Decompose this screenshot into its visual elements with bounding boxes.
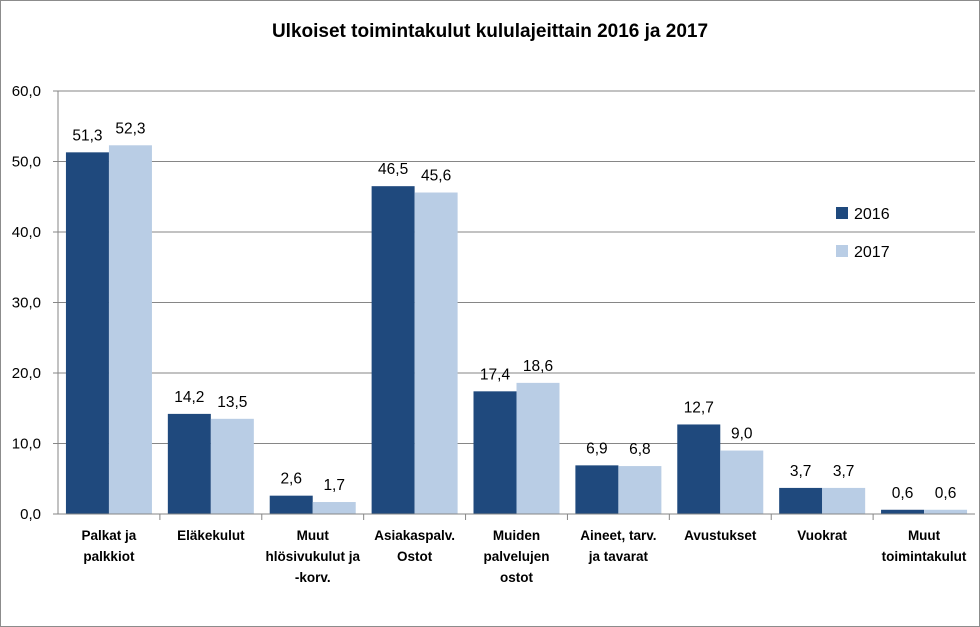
data-label: 12,7 xyxy=(684,399,714,416)
y-tick-label: 50,0 xyxy=(12,154,41,171)
data-label: 2,6 xyxy=(280,471,302,488)
y-tick-label: 30,0 xyxy=(12,295,41,312)
bar-2016-5 xyxy=(575,465,619,514)
x-category-label: Muut hlösivukulut ja -korv. xyxy=(265,528,360,585)
bar-2017-8 xyxy=(924,509,968,514)
data-label: 6,9 xyxy=(586,440,608,457)
y-tick-label: 10,0 xyxy=(12,436,41,453)
x-category-label: Muiden palvelujen ostot xyxy=(483,528,549,585)
data-label: 0,6 xyxy=(935,485,957,502)
data-label: 46,5 xyxy=(378,161,408,178)
data-label: 52,3 xyxy=(115,120,145,137)
data-label: 6,8 xyxy=(629,441,651,458)
data-label: 1,7 xyxy=(323,477,345,494)
x-category-label: Palkat ja palkkiot xyxy=(82,528,137,564)
bar-2017-5 xyxy=(618,466,662,514)
y-tick-label: 40,0 xyxy=(12,224,41,241)
bar-2017-4 xyxy=(516,382,560,514)
chart-title: Ulkoiset toimintakulut kululajeittain 20… xyxy=(272,21,708,42)
bar-2017-3 xyxy=(414,192,458,514)
legend-label-2016: 2016 xyxy=(854,206,890,223)
x-category-label: Aineet, tarv. ja tavarat xyxy=(580,528,656,564)
x-category-label: Avustukset xyxy=(684,528,757,543)
y-tick-label: 60,0 xyxy=(12,83,41,100)
bar-2016-3 xyxy=(371,186,415,515)
data-label: 18,6 xyxy=(523,358,553,375)
bars xyxy=(65,145,968,515)
y-tick-label: 20,0 xyxy=(12,365,41,382)
data-label: 45,6 xyxy=(421,168,451,185)
legend-swatch-2017 xyxy=(836,245,848,257)
bar-2017-7 xyxy=(822,487,866,514)
legend-swatch-2016 xyxy=(836,207,848,219)
bar-2016-7 xyxy=(779,487,823,514)
data-label: 0,6 xyxy=(892,485,914,502)
bar-2016-0 xyxy=(65,152,109,514)
bar-2016-8 xyxy=(881,509,925,514)
bar-2017-6 xyxy=(720,450,764,514)
data-label: 9,0 xyxy=(731,426,753,443)
bar-2016-1 xyxy=(167,413,211,514)
bar-2017-0 xyxy=(108,145,152,514)
bar-2017-1 xyxy=(210,418,254,514)
x-category-label: Asiakaspalv. Ostot xyxy=(374,528,455,564)
bar-2017-2 xyxy=(312,502,356,514)
data-label: 3,7 xyxy=(790,463,812,480)
axes: 0,0 10,0 20,0 30,0 40,0 50,0 60,0 Palkat ja palk… xyxy=(12,83,975,585)
legend: 2016 2017 xyxy=(836,206,890,261)
bar-2016-6 xyxy=(677,424,721,514)
data-labels: 51,3 52,3 14,2 13,5 2,6 1,7 46,5 45,6 17,4 18,6 6,… xyxy=(72,120,956,501)
data-label: 14,2 xyxy=(174,389,204,406)
x-category-label: Vuokrat xyxy=(797,528,847,543)
bar-2016-4 xyxy=(473,391,517,514)
legend-label-2017: 2017 xyxy=(854,244,890,261)
data-label: 17,4 xyxy=(480,366,511,383)
bar-2016-2 xyxy=(269,495,313,514)
data-label: 3,7 xyxy=(833,463,855,480)
data-label: 13,5 xyxy=(217,394,247,411)
x-category-label: Muut toimintakulut xyxy=(882,528,967,564)
y-tick-label: 0,0 xyxy=(20,506,41,523)
x-category-label: Eläkekulut xyxy=(177,528,245,543)
data-label: 51,3 xyxy=(72,127,102,144)
